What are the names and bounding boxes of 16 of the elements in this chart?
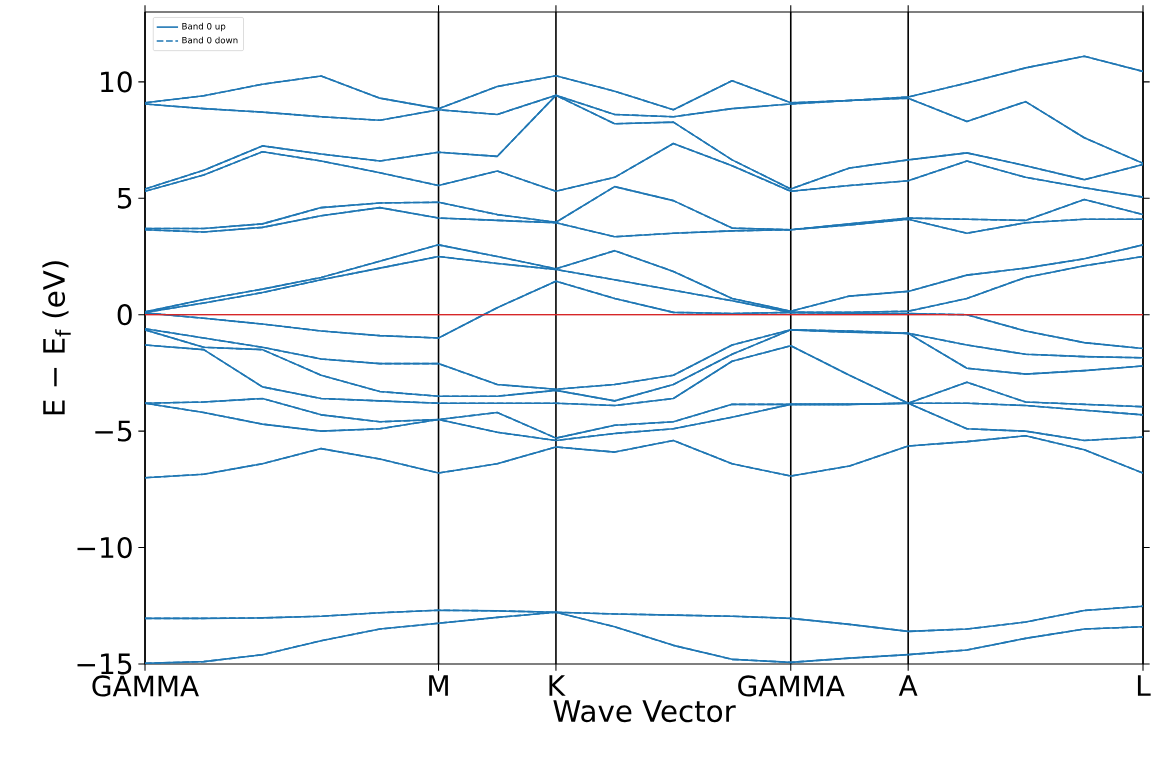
y-tick-label: 0 <box>117 304 132 326</box>
legend-label: Band 0 down <box>182 36 238 44</box>
x-axis-title: Wave Vector <box>553 700 736 723</box>
x-tick-label: K <box>549 675 566 696</box>
y-tick-label: −10 <box>77 536 132 559</box>
legend-label: Band 0 up <box>182 22 226 32</box>
y-tick-label: 10 <box>101 71 132 93</box>
x-tick-label: GAMMA <box>92 675 199 697</box>
y-tick-label: −5 <box>95 420 132 442</box>
y-axis-title: E − E$_{f}$ (eV) <box>42 261 71 415</box>
x-tick-label: A <box>898 675 918 696</box>
x-tick-label: L <box>1137 675 1151 696</box>
x-tick-label: M <box>429 675 448 696</box>
x-tick-label: GAMMA <box>738 675 845 697</box>
y-tick-label: −15 <box>77 653 132 675</box>
y-tick-label: 5 <box>117 187 132 209</box>
